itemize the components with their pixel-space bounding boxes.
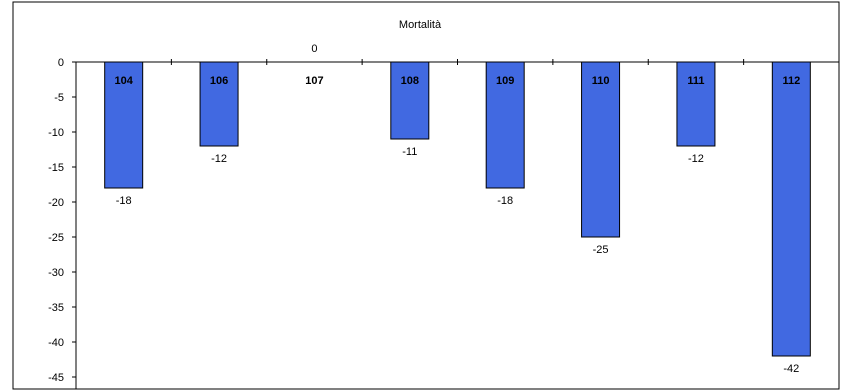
bar-111	[676, 61, 716, 147]
value-label: 0	[311, 43, 317, 55]
value-label: -18	[497, 195, 513, 207]
value-label: -12	[211, 153, 227, 165]
category-label: 106	[210, 75, 228, 87]
category-label: 111	[687, 75, 704, 87]
value-label: -25	[593, 244, 609, 256]
category-label: 107	[305, 75, 323, 87]
value-label: -18	[116, 195, 132, 207]
bar-108	[390, 61, 430, 140]
category-label: 108	[401, 75, 419, 87]
value-label: -42	[783, 363, 799, 375]
chart-frame	[12, 1, 840, 390]
bar-106	[199, 61, 239, 147]
y-tick-label: -30	[48, 267, 64, 279]
bar-104	[104, 61, 144, 189]
y-tick-label: -5	[54, 92, 64, 104]
category-label: 109	[496, 75, 514, 87]
chart-title: Mortalità	[399, 19, 442, 31]
y-tick-label: -35	[48, 302, 64, 314]
bars	[104, 61, 811, 357]
y-tick-label: -45	[48, 372, 64, 384]
bar-109	[485, 61, 525, 189]
labels: 104 -18 106 -12 107 0 108 -11 109 -18 110 -25 111 -12…	[115, 43, 801, 375]
value-label: -11	[402, 146, 417, 158]
category-label: 112	[782, 75, 800, 87]
category-label: 104	[115, 75, 134, 87]
bar-112	[771, 61, 811, 357]
category-label: 110	[592, 75, 610, 87]
y-tick-label: -15	[48, 162, 64, 174]
bar-110	[581, 61, 621, 238]
y-tick-label: -20	[48, 197, 64, 209]
y-tick-label: -40	[48, 337, 64, 349]
y-tick-label: -10	[48, 127, 64, 139]
y-tick-label: 0	[58, 57, 64, 69]
value-label: -12	[688, 153, 704, 165]
y-tick-label: -25	[48, 232, 64, 244]
